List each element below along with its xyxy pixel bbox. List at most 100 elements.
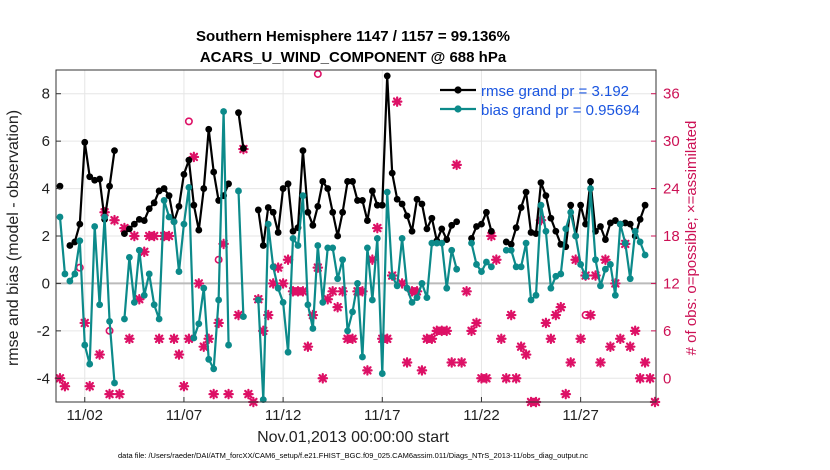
obs-marker-stroke <box>635 374 645 383</box>
rmse-point <box>537 179 545 187</box>
rmse-point <box>354 197 361 204</box>
obs-assimilated-marker <box>129 230 140 242</box>
rmse-point <box>453 218 461 226</box>
legend-rmse-marker <box>454 86 462 94</box>
obs-marker-stroke <box>149 231 159 241</box>
obs-assimilated-marker <box>595 357 606 368</box>
rmse-point <box>190 201 198 209</box>
bias-point <box>522 239 530 247</box>
obs-assimilated-marker <box>372 222 383 234</box>
rmse-point <box>121 230 128 238</box>
rmse-point <box>140 217 148 224</box>
obs-assimilated-marker <box>441 325 453 337</box>
bias-series-line <box>237 190 245 317</box>
rmse-point <box>547 214 555 222</box>
rmse-point <box>160 185 168 192</box>
obs-assimilated-marker <box>153 333 165 345</box>
rmse-point <box>483 208 490 216</box>
y-tick-label: -2 <box>37 323 50 340</box>
bias-point <box>121 315 128 323</box>
obs-marker-stroke <box>546 334 556 344</box>
rmse-point <box>324 185 332 192</box>
y-tick-label: -4 <box>37 370 50 387</box>
obs-assimilated-marker <box>104 388 115 400</box>
rmse-point <box>567 201 575 209</box>
obs-marker-stroke <box>278 279 288 288</box>
obs-assimilated-marker <box>466 325 477 337</box>
bias-point <box>438 239 446 247</box>
rmse-point <box>368 187 376 195</box>
rmse-point <box>304 208 312 216</box>
rmse-point <box>314 202 322 210</box>
bias-point <box>349 308 356 316</box>
obs-marker-stroke <box>348 334 357 344</box>
bias-point <box>140 291 148 299</box>
obs-marker-stroke <box>199 342 209 351</box>
rmse-point <box>522 188 530 196</box>
rmse-point <box>339 208 347 216</box>
rmse-point <box>96 175 104 183</box>
obs-assimilated-marker <box>461 286 472 297</box>
obs-marker-stroke <box>154 334 164 344</box>
bias-point <box>418 280 426 287</box>
bias-point <box>631 227 639 235</box>
bias-point <box>309 325 317 332</box>
bias-point <box>611 291 619 299</box>
rmse-point <box>641 201 649 209</box>
obs-marker-stroke <box>169 334 179 344</box>
bias-point <box>81 341 89 349</box>
bias-point <box>512 263 520 271</box>
bias-point <box>91 223 99 230</box>
obs-assimilated-marker <box>565 357 577 368</box>
obs-marker-stroke <box>179 381 189 391</box>
obs-marker-stroke <box>601 255 610 264</box>
rmse-point <box>279 185 287 192</box>
rmse-point <box>408 227 416 235</box>
obs-assimilated-marker <box>114 388 125 400</box>
obs-assimilated-marker <box>347 333 358 345</box>
y-right-tick-label: 24 <box>663 181 680 198</box>
bias-point <box>636 238 644 246</box>
bias-point <box>195 320 203 328</box>
x-tick-label: 11/27 <box>562 407 598 424</box>
bias-point <box>259 396 267 404</box>
obs-marker-stroke <box>462 287 471 296</box>
bias-point <box>240 313 247 321</box>
obs-marker-stroke <box>417 366 427 375</box>
bias-point <box>567 208 575 216</box>
bias-point <box>354 280 361 287</box>
bias-point <box>135 246 143 254</box>
bias-point <box>582 272 589 280</box>
obs-marker-stroke <box>234 310 243 320</box>
bias-point <box>220 108 228 115</box>
bias-point <box>428 239 436 247</box>
bias-point <box>587 185 594 192</box>
obs-marker-stroke <box>268 279 278 288</box>
obs-assimilated-marker <box>570 254 581 266</box>
rmse-point <box>274 229 282 236</box>
obs-assimilated-marker <box>510 372 522 384</box>
rmse-point <box>329 208 337 216</box>
bias-point <box>487 263 495 271</box>
legend: rmse grand pr = 3.192 bias grand pr = 0.… <box>440 83 640 119</box>
rmse-point <box>235 109 242 117</box>
obs-marker-stroke <box>368 255 377 264</box>
bias-point <box>388 272 396 280</box>
obs-assimilated-marker <box>629 325 641 337</box>
obs-marker-stroke <box>492 255 501 264</box>
bias-point <box>572 232 580 240</box>
obs-assimilated-marker <box>297 286 309 297</box>
obs-marker-stroke <box>303 342 313 351</box>
bias-point <box>621 239 629 247</box>
obs-assimilated-marker <box>94 349 105 360</box>
obs-assimilated-marker <box>555 301 567 313</box>
rmse-point <box>359 197 366 204</box>
rmse-point <box>577 201 585 209</box>
obs-assimilated-marker <box>391 96 403 107</box>
obs-assimilated-marker <box>505 309 517 321</box>
obs-assimilated-marker <box>639 357 651 368</box>
rmse-point <box>512 224 520 232</box>
bias-point <box>626 275 634 283</box>
bias-point <box>542 227 550 235</box>
obs-marker-stroke <box>194 279 204 288</box>
